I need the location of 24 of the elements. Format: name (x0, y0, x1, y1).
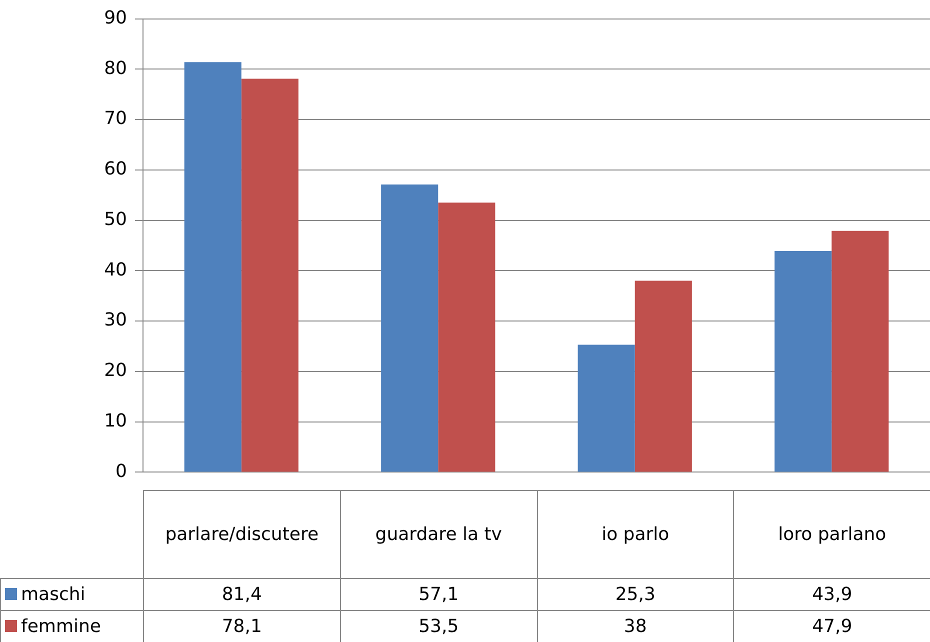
data-label: 78,1 (144, 610, 340, 642)
y-tick-label: 20 (104, 360, 127, 382)
x-tick-label: parlare/discutere (144, 490, 340, 578)
data-label: 47,9 (734, 610, 930, 642)
legend-label: maschi (0, 578, 144, 610)
y-tick-label: 80 (104, 58, 127, 79)
x-tick-label: loro parlano (734, 490, 930, 578)
data-label: 43,9 (734, 578, 930, 610)
y-tick-label: 60 (104, 158, 127, 180)
x-tick-label: guardare la tv (340, 490, 537, 578)
data-label: 57,1 (340, 578, 537, 610)
data-label: 81,4 (144, 578, 340, 610)
legend-label: femmine (0, 610, 144, 642)
y-tick-label: 10 (104, 410, 127, 432)
y-tick-label: 70 (104, 108, 127, 130)
data-label: 25,3 (537, 578, 734, 610)
x-tick-label: io parlo (537, 490, 734, 578)
y-tick-label: 0 (116, 460, 127, 482)
data-label: 53,5 (340, 610, 537, 642)
y-tick-label: 30 (104, 310, 127, 331)
y-tick-label: 90 (104, 7, 127, 28)
y-tick-label: 50 (104, 208, 127, 230)
data-label: 38 (537, 610, 734, 642)
y-tick-label: 40 (104, 259, 127, 280)
